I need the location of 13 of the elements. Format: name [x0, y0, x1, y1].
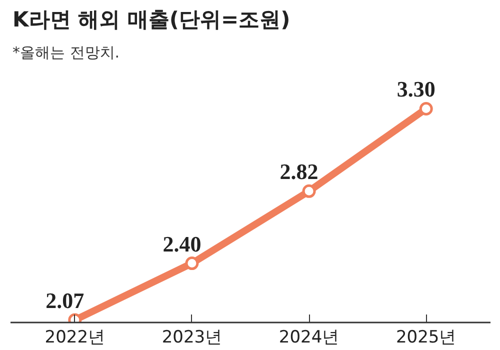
data-label: 3.30	[396, 76, 436, 102]
point	[419, 102, 433, 116]
data-label: 2.82	[280, 159, 318, 184]
data-label: 2.07	[46, 288, 84, 313]
text: *올해는 전망치.	[12, 44, 120, 62]
x-tick-label: 2022년	[44, 328, 106, 348]
x-tick-label: 2024년	[278, 328, 340, 348]
point	[302, 184, 316, 198]
point	[185, 256, 199, 270]
x-tick-label: 2025년	[396, 328, 456, 348]
chart-title: K라면 해외 매출(단위=조원)	[12, 8, 290, 32]
data-label: 2.40	[162, 231, 202, 256]
x-tick-label: 2023년	[162, 328, 222, 348]
